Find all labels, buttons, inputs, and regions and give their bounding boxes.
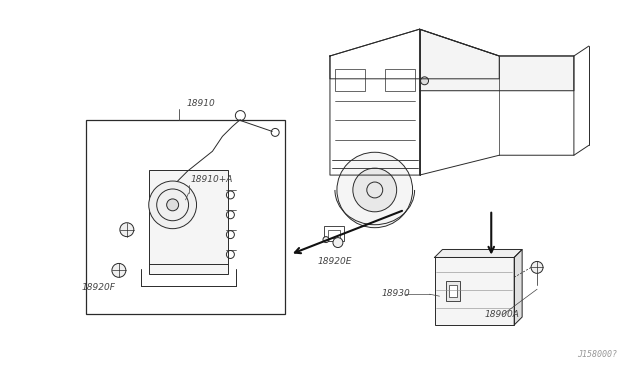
Text: 18920F: 18920F <box>82 283 116 292</box>
Circle shape <box>337 152 413 228</box>
Polygon shape <box>420 29 574 91</box>
Bar <box>447 281 460 301</box>
Bar <box>324 226 344 241</box>
Circle shape <box>333 238 343 247</box>
Circle shape <box>353 168 397 212</box>
Circle shape <box>323 237 329 243</box>
Bar <box>385 69 415 91</box>
Circle shape <box>531 262 543 273</box>
Text: 18910+A: 18910+A <box>191 175 233 184</box>
Bar <box>449 285 458 297</box>
Text: J158000?: J158000? <box>577 350 617 359</box>
Bar <box>335 69 365 91</box>
Bar <box>328 230 340 238</box>
Bar <box>435 257 514 325</box>
Circle shape <box>166 199 179 211</box>
Text: 18900A: 18900A <box>484 310 520 319</box>
Bar <box>148 170 228 274</box>
Circle shape <box>120 223 134 237</box>
Circle shape <box>148 181 196 229</box>
Circle shape <box>420 77 429 85</box>
Text: 18920E: 18920E <box>317 257 352 266</box>
Bar <box>86 121 285 314</box>
Circle shape <box>112 263 126 277</box>
Polygon shape <box>435 250 522 257</box>
Text: 18910: 18910 <box>186 99 215 108</box>
Polygon shape <box>514 250 522 325</box>
Text: 18930: 18930 <box>381 289 410 298</box>
